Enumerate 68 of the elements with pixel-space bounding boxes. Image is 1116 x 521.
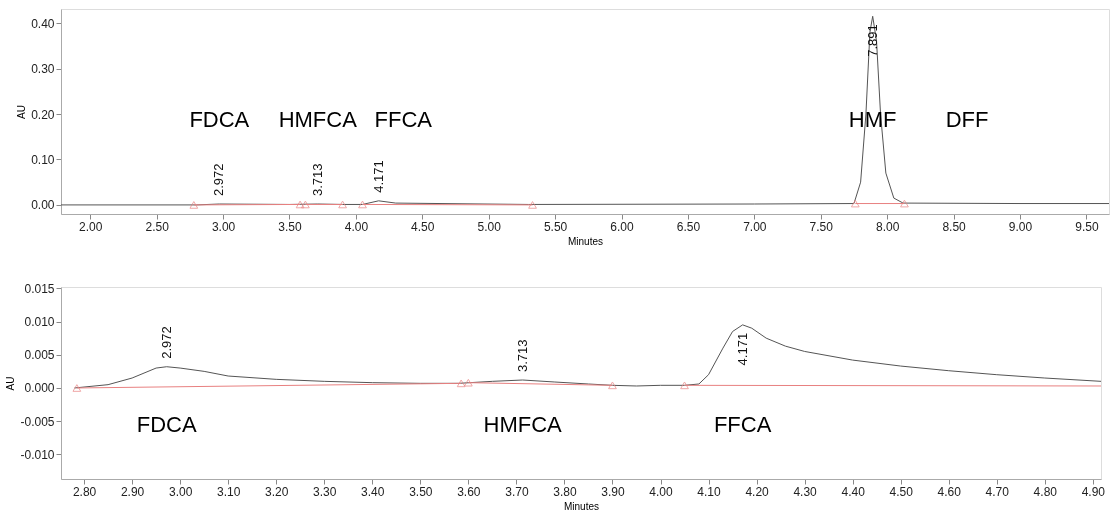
y-tick-label: 0.10 (31, 152, 55, 167)
x-axis-title: Minutes (567, 235, 604, 247)
x-tick-label: 3.00 (211, 219, 236, 234)
y-tick-label: 0.00 (31, 198, 55, 213)
x-tick-label: 4.00 (344, 219, 369, 234)
x-tick-label: 4.00 (649, 484, 673, 499)
x-tick-label: 4.70 (985, 484, 1010, 499)
x-tick-label: 2.00 (79, 219, 103, 234)
x-tick-label: 5.00 (477, 219, 502, 234)
y-tick-label: 0.30 (31, 62, 55, 77)
x-tick-label: 4.90 (1081, 484, 1106, 499)
annotation: 3.713 (514, 339, 530, 373)
x-tick-label: 7.50 (809, 219, 834, 234)
x-tick-label: 4.40 (841, 484, 866, 499)
x-tick-label: 4.50 (411, 219, 435, 234)
x-tick-label: 3.10 (216, 484, 241, 499)
y-tick-label: 0.20 (31, 107, 55, 122)
x-axis-title: Minutes (563, 500, 600, 512)
y-axis-title: AU (16, 105, 28, 119)
x-tick-label: 4.80 (1033, 484, 1058, 499)
y-tick-label: 0.010 (24, 315, 55, 330)
annotation: FDCA (189, 106, 250, 132)
x-tick-label: 4.50 (889, 484, 914, 499)
x-tick-label: 5.50 (543, 219, 568, 234)
x-tick-label: 3.50 (409, 484, 433, 499)
x-tick-label: 3.40 (361, 484, 385, 499)
annotation: FDCA (136, 412, 197, 438)
annotation: 3.713 (309, 163, 325, 196)
y-axis-title: AU (5, 376, 17, 391)
x-tick-label: 6.00 (610, 219, 635, 234)
x-tick-label: 3.30 (313, 484, 337, 499)
annotation: HMFCA (483, 412, 563, 438)
annotation: FFCA (374, 106, 433, 132)
x-tick-label: 2.90 (120, 484, 145, 499)
x-tick-label: 3.80 (553, 484, 577, 499)
y-tick-label: -0.005 (20, 414, 55, 429)
x-tick-label: 9.00 (1008, 219, 1033, 234)
x-tick-label: 3.70 (505, 484, 529, 499)
x-tick-label: 3.20 (265, 484, 289, 499)
y-tick-label: 0.40 (31, 16, 55, 31)
x-tick-label: 2.80 (72, 484, 97, 499)
annotation: FFCA (713, 412, 772, 438)
x-tick-label: 3.00 (168, 484, 193, 499)
annotation: 2.972 (211, 163, 227, 196)
x-tick-label: 4.60 (937, 484, 962, 499)
x-tick-label: 4.10 (697, 484, 722, 499)
x-tick-label: 3.60 (457, 484, 481, 499)
x-tick-label: 9.50 (1075, 219, 1099, 234)
x-tick-label: 2.50 (145, 219, 170, 234)
x-tick-label: 8.50 (942, 219, 967, 234)
annotation: HMF (848, 106, 897, 132)
y-tick-label: 0.005 (24, 348, 55, 363)
y-tick-label: 0.000 (24, 381, 55, 396)
y-tick-label: 0.015 (24, 281, 55, 296)
annotation: 2.972 (158, 326, 174, 359)
x-tick-label: 7.00 (743, 219, 767, 234)
annotation: HMFCA (278, 106, 358, 132)
annotation: 4.171 (370, 160, 386, 193)
x-tick-label: 3.50 (278, 219, 302, 234)
y-tick-label: -0.010 (20, 447, 55, 462)
annotation: 7.891 (864, 24, 880, 57)
x-tick-label: 4.30 (793, 484, 818, 499)
x-tick-label: 6.50 (676, 219, 701, 234)
annotation: 4.171 (734, 332, 750, 366)
x-tick-label: 8.00 (876, 219, 900, 234)
x-tick-label: 4.20 (745, 484, 770, 499)
annotation: DFF (945, 106, 989, 132)
x-tick-label: 3.90 (601, 484, 625, 499)
